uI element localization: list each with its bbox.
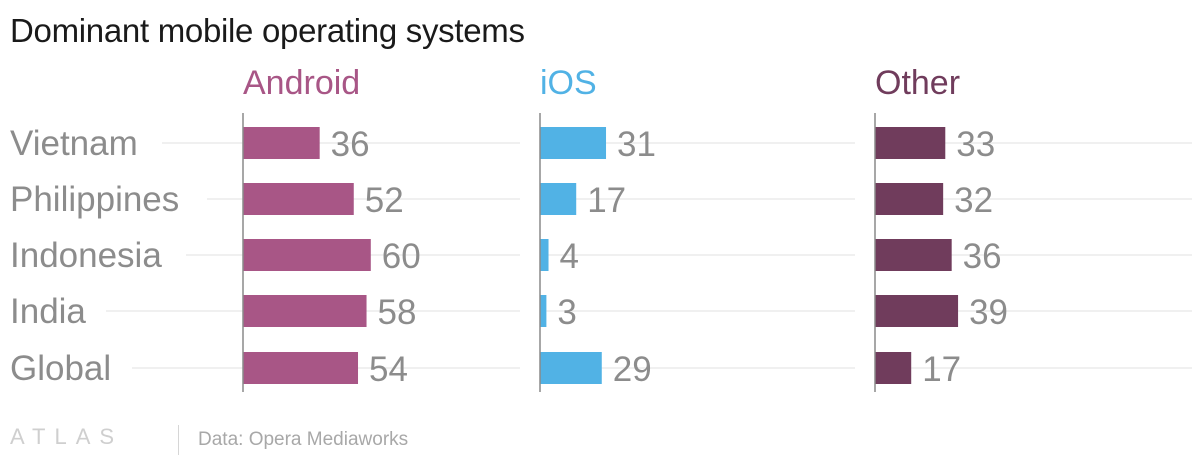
bar-ios-india <box>540 295 547 327</box>
data-label-other-india: 39 <box>969 293 1008 332</box>
series-header-ios: iOS <box>540 64 597 102</box>
bar-other-india <box>875 295 959 327</box>
data-label-ios-indonesia: 4 <box>560 237 579 276</box>
bar-android-india <box>243 295 367 327</box>
category-label-india: India <box>10 292 86 331</box>
category-label-indonesia: Indonesia <box>10 236 162 275</box>
category-label-vietnam: Vietnam <box>10 124 138 163</box>
bar-ios-vietnam <box>540 127 607 159</box>
bar-other-philippines <box>875 183 944 215</box>
bar-android-philippines <box>243 183 354 215</box>
data-source: Data: Opera Mediaworks <box>198 429 409 450</box>
chart-title: Dominant mobile operating systems <box>10 12 525 49</box>
data-label-other-indonesia: 36 <box>963 237 1002 276</box>
bar-ios-global <box>540 352 602 384</box>
data-label-ios-india: 3 <box>557 293 576 332</box>
data-label-ios-global: 29 <box>613 350 652 389</box>
data-label-android-philippines: 52 <box>365 181 404 220</box>
bar-other-vietnam <box>875 127 946 159</box>
bar-android-indonesia <box>243 239 371 271</box>
category-label-philippines: Philippines <box>10 180 179 219</box>
footer-divider <box>178 425 179 455</box>
data-label-ios-vietnam: 31 <box>617 125 656 164</box>
bar-android-global <box>243 352 359 384</box>
data-label-other-global: 17 <box>922 350 961 389</box>
atlas-logo: ATLAS <box>10 424 124 449</box>
category-label-global: Global <box>10 349 111 388</box>
bar-android-vietnam <box>243 127 320 159</box>
series-header-other: Other <box>875 64 960 102</box>
bar-ios-indonesia <box>540 239 549 271</box>
data-label-android-global: 54 <box>369 350 408 389</box>
data-label-ios-philippines: 17 <box>587 181 626 220</box>
data-label-android-vietnam: 36 <box>331 125 370 164</box>
bar-other-indonesia <box>875 239 952 271</box>
series-header-android: Android <box>243 64 360 102</box>
data-label-other-philippines: 32 <box>954 181 993 220</box>
data-label-android-indonesia: 60 <box>382 237 421 276</box>
bar-other-global <box>875 352 912 384</box>
data-label-other-vietnam: 33 <box>956 125 995 164</box>
data-label-android-india: 58 <box>378 293 417 332</box>
bar-ios-philippines <box>540 183 577 215</box>
